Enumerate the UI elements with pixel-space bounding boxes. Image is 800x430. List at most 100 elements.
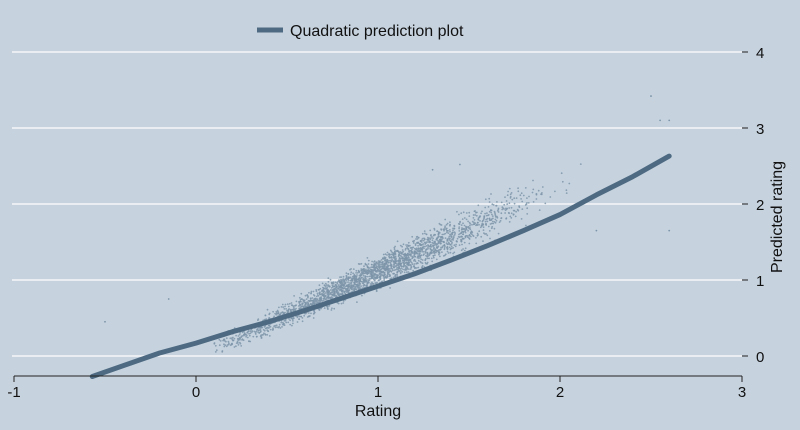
scatter-point <box>494 212 496 214</box>
scatter-point <box>268 312 271 315</box>
scatter-point <box>473 223 475 226</box>
scatter-point <box>233 337 236 340</box>
scatter-point <box>429 229 432 232</box>
scatter-point <box>326 287 328 290</box>
scatter-point <box>477 221 479 224</box>
scatter-point <box>273 325 275 328</box>
scatter-point <box>329 278 332 281</box>
scatter-point <box>229 344 232 347</box>
scatter-point <box>231 343 234 346</box>
scatter-point <box>223 345 226 348</box>
scatter-point <box>363 267 365 270</box>
scatter-point <box>340 288 343 291</box>
scatter-point <box>276 326 278 328</box>
scatter-point <box>384 253 387 256</box>
scatter-point <box>291 324 293 327</box>
scatter-point <box>399 259 402 262</box>
scatter-point <box>287 321 290 324</box>
scatter-point <box>276 312 279 315</box>
scatter-point <box>450 235 453 238</box>
scatter-point <box>427 255 429 258</box>
scatter-point <box>446 229 449 232</box>
scatter-point <box>403 255 406 258</box>
scatter-point <box>413 265 415 268</box>
scatter-point <box>340 286 342 289</box>
scatter-point <box>326 289 329 292</box>
scatter-point <box>426 241 429 243</box>
scatter-point <box>446 247 449 250</box>
scatter-point <box>491 225 494 228</box>
scatter-point <box>443 228 446 231</box>
scatter-point <box>458 226 461 229</box>
scatter-point <box>532 201 535 203</box>
scatter-point <box>274 326 277 329</box>
scatter-point <box>482 218 485 221</box>
scatter-point <box>414 260 417 263</box>
scatter-point <box>440 248 442 251</box>
scatter-point <box>446 238 449 241</box>
scatter-point <box>463 217 466 219</box>
scatter-point <box>382 271 385 274</box>
scatter-point <box>439 238 441 241</box>
scatter-point <box>433 252 436 255</box>
scatter-point <box>358 274 361 277</box>
scatter-point <box>453 251 456 254</box>
scatter-point <box>235 342 238 344</box>
fit-line-layer <box>89 153 672 379</box>
scatter-point <box>506 194 509 197</box>
scatter-point <box>447 241 450 244</box>
scatter-point <box>333 290 336 292</box>
scatter-point <box>386 270 389 273</box>
scatter-point <box>316 301 319 304</box>
scatter-point <box>388 255 390 258</box>
scatter-point <box>525 224 527 227</box>
scatter-point <box>340 276 343 278</box>
scatter-point <box>506 203 509 206</box>
scatter-point <box>365 270 368 273</box>
scatter-point <box>322 286 324 289</box>
scatter-point <box>401 256 404 259</box>
x-tick-label: -1 <box>7 384 20 401</box>
scatter-point <box>310 292 312 295</box>
scatter-point <box>431 168 434 171</box>
scatter-point <box>437 242 440 245</box>
scatter-point <box>525 203 528 206</box>
scatter-point <box>513 202 516 205</box>
scatter-point <box>508 221 511 223</box>
scatter-point <box>253 330 256 333</box>
scatter-point <box>384 276 387 279</box>
scatter-point <box>300 315 302 318</box>
scatter-point <box>507 190 509 193</box>
scatter-point <box>243 332 246 335</box>
scatter-point <box>377 264 380 267</box>
scatter-point <box>367 275 369 278</box>
scatter-point <box>356 285 359 287</box>
scatter-point <box>481 224 484 226</box>
scatter-point <box>392 254 395 257</box>
scatter-point <box>417 247 420 250</box>
scatter-point <box>448 229 451 231</box>
scatter-point <box>318 284 321 287</box>
scatter-point <box>439 242 442 245</box>
scatter-point <box>374 276 377 279</box>
scatter-point <box>484 220 487 223</box>
scatter-point <box>343 290 346 293</box>
scatter-point <box>659 119 661 122</box>
scatter-point <box>461 227 463 229</box>
scatter-point <box>339 276 341 278</box>
scatter-point <box>322 291 325 294</box>
scatter-point <box>465 226 468 229</box>
scatter-point <box>416 235 419 238</box>
scatter-point <box>443 248 446 251</box>
scatter-point <box>237 344 240 346</box>
scatter-point <box>329 289 332 291</box>
scatter-point <box>352 272 354 275</box>
scatter-point <box>355 277 358 280</box>
scatter-point <box>421 237 424 240</box>
scatter-point <box>263 329 266 332</box>
scatter-point <box>339 289 341 292</box>
scatter-point <box>293 295 295 297</box>
scatter-point <box>444 237 447 240</box>
scatter-point <box>425 248 428 251</box>
scatter-point <box>318 301 321 304</box>
